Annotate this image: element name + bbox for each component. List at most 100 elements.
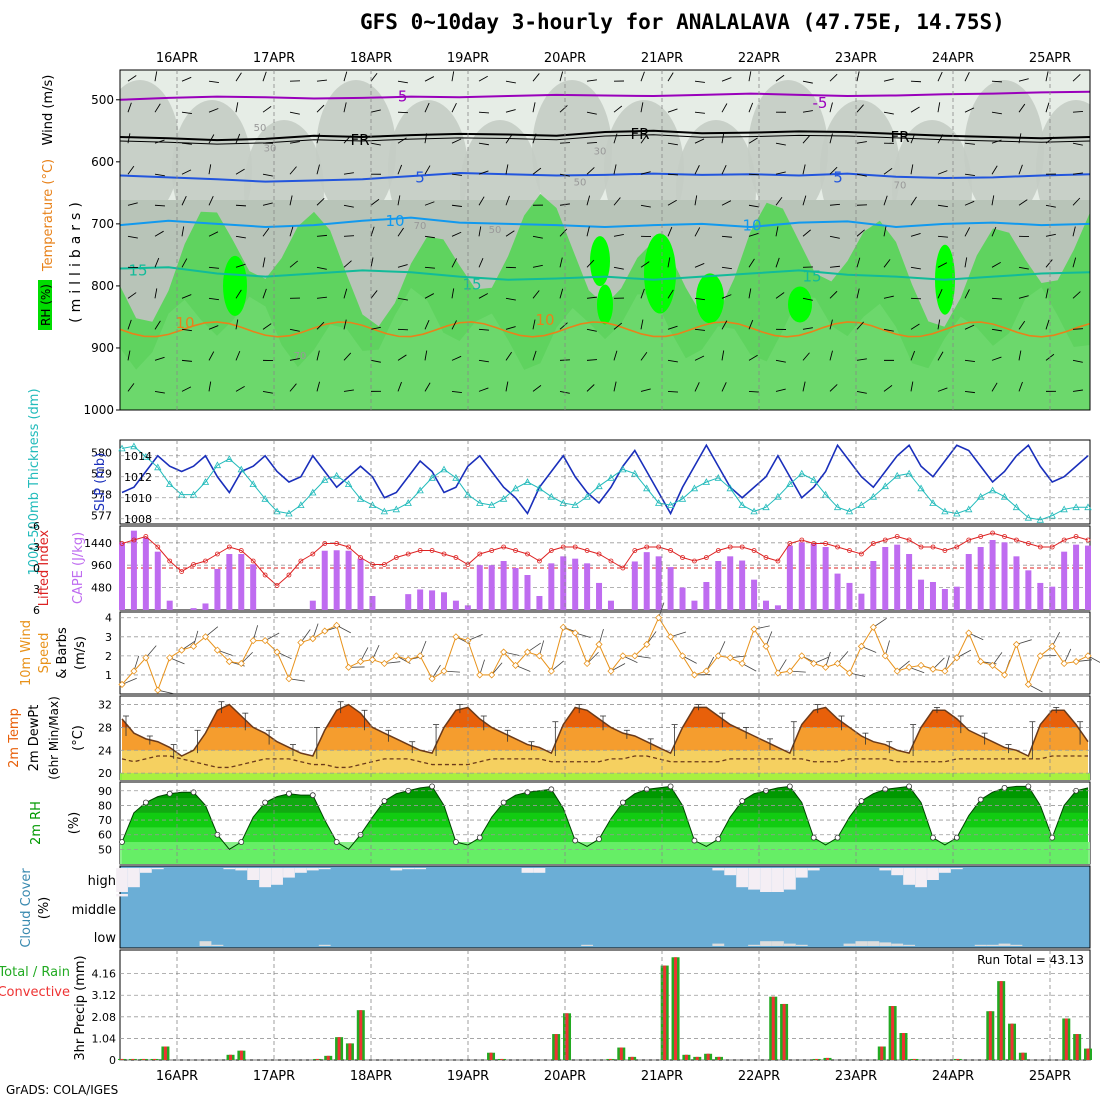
- date-top-23APR: 23APR: [835, 51, 877, 66]
- wind-barb: [478, 387, 489, 392]
- thickness-point: [678, 494, 687, 502]
- thickness-point: [344, 480, 353, 487]
- precip-conv-bar: [337, 1037, 341, 1060]
- date-bottom-23APR: 23APR: [835, 1069, 877, 1084]
- wind-barb: [964, 200, 975, 206]
- wind-barb: [883, 195, 888, 206]
- cape-bar: [476, 565, 483, 610]
- cloud-low-bar: [843, 943, 856, 946]
- wind-barb: [1018, 164, 1023, 175]
- rh-point: [476, 834, 483, 841]
- wind-barb: [694, 382, 700, 392]
- wind-barb: [856, 141, 867, 144]
- wind-barb: [829, 265, 840, 268]
- wind-barb: [694, 263, 705, 268]
- cape-bar: [226, 554, 233, 610]
- wind-speed-point: [726, 654, 734, 662]
- wind-barb: [856, 288, 860, 299]
- precip-conv-bar: [239, 1050, 243, 1060]
- cape-bar: [369, 596, 376, 610]
- wind-speed-point: [1072, 658, 1080, 666]
- cloud-high-bar: [879, 868, 892, 871]
- rh-point: [977, 796, 984, 803]
- precip-conv-bar: [1075, 1034, 1079, 1060]
- cape-bar: [751, 579, 758, 610]
- rh-point: [834, 834, 841, 841]
- wind-barb-10m: [551, 660, 564, 672]
- rh-tick-90: 90: [98, 785, 112, 798]
- wind-speed-point: [1036, 652, 1044, 660]
- wind-speed-point: [953, 654, 961, 662]
- cape-bar: [810, 543, 817, 610]
- wind-speed-point: [571, 629, 579, 637]
- wind-barb: [667, 173, 679, 176]
- wind-barb: [289, 166, 297, 175]
- thickness-point: [166, 480, 174, 487]
- wind-barb: [883, 385, 893, 392]
- wind-barb: [694, 227, 701, 237]
- cape-bar: [607, 600, 614, 610]
- wind-barb: [1018, 320, 1026, 330]
- wind-barb: [910, 106, 920, 113]
- li-point: [203, 558, 208, 564]
- cloud-high-bar: [259, 868, 272, 888]
- cape-bar: [441, 592, 447, 610]
- wind-speed-point: [404, 656, 412, 664]
- wind-speed-point: [297, 638, 305, 647]
- wind-barb: [721, 164, 727, 175]
- wind-barb: [1072, 359, 1083, 363]
- wind-barb: [667, 257, 671, 268]
- isotherm-10: [120, 216, 1090, 228]
- li-point: [668, 548, 673, 553]
- rh-point: [906, 783, 913, 790]
- li-point: [489, 548, 495, 553]
- wind-barb: [937, 170, 948, 175]
- ylabel-precip: 3hr Precip (mm): [73, 955, 88, 1060]
- wind-barb: [667, 108, 678, 113]
- thickness-slp-panel: 580 579 578 577 1014 1012 1010 1008 1000-500mb …: [27, 388, 1092, 576]
- li-tick-3: 3: [33, 583, 40, 596]
- wind-barb: [775, 292, 785, 299]
- wind-speed-point: [142, 654, 150, 662]
- bottom-date-axis: 16APR 17APR 18APR 19APR 20APR 21APR 22APR 23APR…: [156, 1069, 1071, 1084]
- cape-bar: [584, 563, 591, 610]
- wind-barb: [667, 325, 678, 330]
- wind-barb: [397, 195, 401, 206]
- precip-conv-bar: [348, 1043, 352, 1060]
- wind-barb: [802, 195, 807, 206]
- wind-barb-10m: [777, 659, 787, 674]
- wind-barb: [1045, 71, 1049, 82]
- wind-barb: [154, 230, 164, 237]
- thickness-point: [666, 501, 675, 508]
- cloud-high-bar: [128, 868, 140, 888]
- wind-speed-point: [1048, 642, 1056, 650]
- cape-bar: [631, 561, 638, 610]
- wind-barb: [829, 290, 838, 299]
- cape-tick-480: 480: [91, 582, 112, 595]
- wind-speed-point: [273, 648, 281, 656]
- wind-barb: [289, 358, 300, 361]
- thickness-point: [941, 507, 949, 515]
- wind-barb: [397, 264, 408, 268]
- cape-bar: [560, 556, 567, 610]
- li-point: [978, 534, 984, 539]
- cloud-low-bar: [712, 943, 725, 946]
- li-point: [143, 534, 149, 539]
- thickness-point: [619, 465, 627, 473]
- chart-title: GFS 0~10day 3-hourly for ANALALAVA (47.7…: [360, 10, 1005, 34]
- ylabel-10m-wind: 10m Wind: [19, 620, 34, 686]
- wind-barb: [640, 71, 645, 82]
- wind-barb: [586, 226, 590, 237]
- wind-barb: [910, 164, 914, 175]
- wind-barb: [505, 195, 510, 206]
- wind-barb: [1072, 328, 1084, 330]
- li-point: [620, 565, 626, 571]
- wind-barb: [991, 80, 1003, 83]
- ylabel-10m-speed: Speed: [37, 633, 52, 674]
- wind-barb: [478, 142, 489, 146]
- wind-speed-point: [511, 661, 520, 669]
- thickness-point: [726, 484, 734, 492]
- wind-panel: 4 3 2 1 10m Wind Speed & Barbs (m/s): [19, 602, 1100, 695]
- cape-bar: [989, 540, 996, 610]
- wind-barb: [856, 173, 867, 177]
